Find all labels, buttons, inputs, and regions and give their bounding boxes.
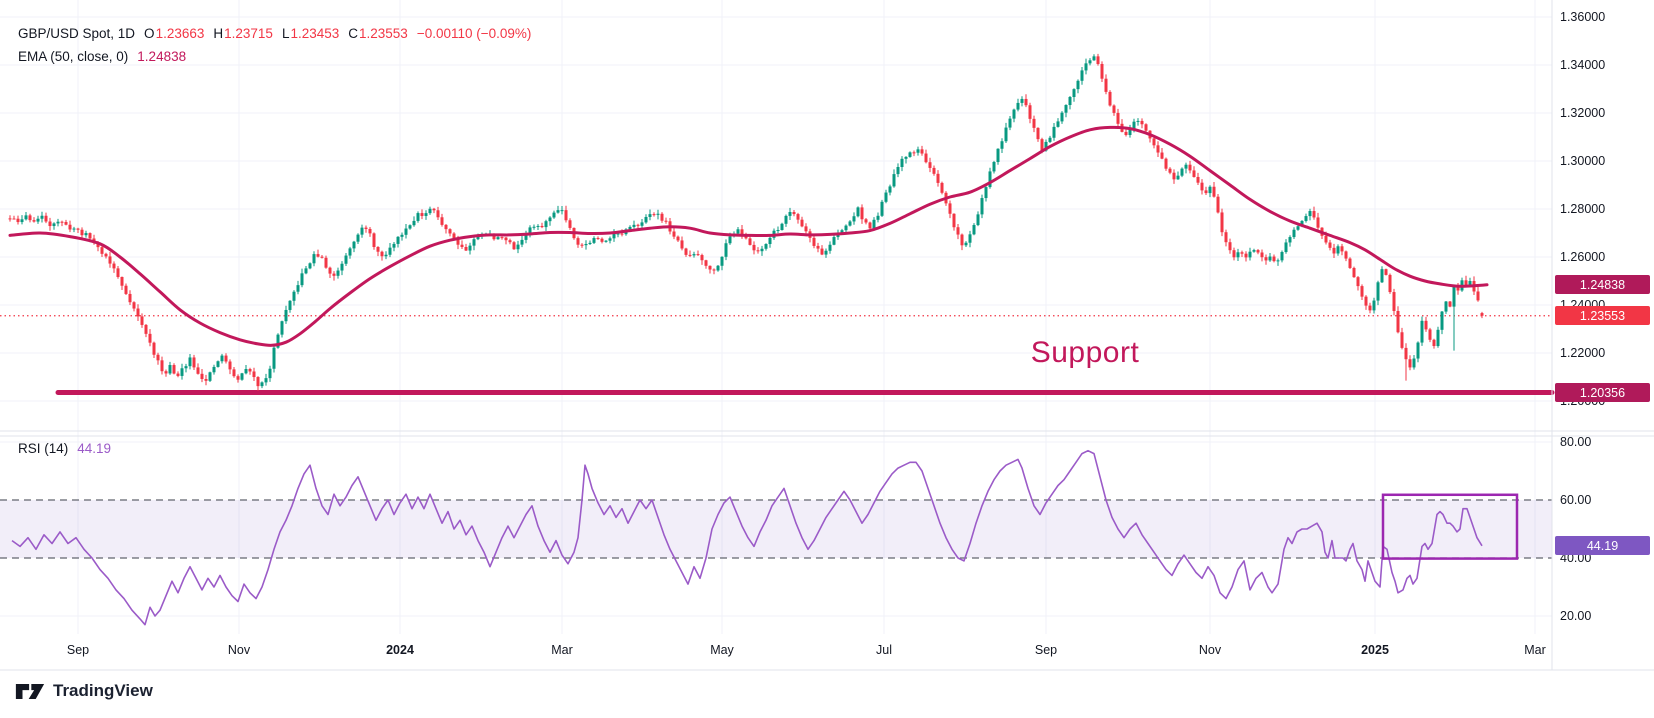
close-value: 1.23553 [359,26,408,41]
legend-ema-row[interactable]: EMA (50, close, 0) 1.24838 [18,45,540,68]
rsi-legend-row[interactable]: RSI (14) 44.19 [18,441,120,456]
time-tick-label: Mar [551,643,573,657]
high-label: H [213,26,224,41]
symbol-title: GBP/USD Spot, 1D [18,26,136,41]
time-tick-label: Sep [66,643,90,657]
time-tick-label: 2024 [386,643,414,657]
low-value: 1.23453 [290,26,340,41]
time-tick-label: Jul [876,643,892,657]
price-tick-label: 1.22000 [1560,346,1606,360]
tradingview-logo-text: TradingView [53,681,153,700]
rsi-tick-label: 20.00 [1560,609,1592,623]
rsi-highlight-box[interactable] [1381,493,1519,560]
time-tick-label: 2025 [1361,643,1389,657]
legend-symbol-row[interactable]: GBP/USD Spot, 1D O 1.23663 H 1.23715 L 1.23… [18,22,540,45]
time-tick-label: Nov [227,643,251,657]
rsi-tick-label: 60.00 [1560,493,1592,507]
ema-indicator-label: EMA (50, close, 0) [18,49,129,64]
price-tick-label: 1.26000 [1560,250,1606,264]
price-tick-label: 1.34000 [1560,58,1606,72]
rsi-value-badge: 44.19 [1555,536,1650,555]
price-tick-label: 1.36000 [1560,10,1606,24]
rsi-band [0,500,1552,558]
open-label: O [144,26,155,41]
ema-price-badge: 1.24838 [1555,275,1650,294]
last-price-badge: 1.23553 [1555,306,1650,325]
price-tick-label: 1.28000 [1560,202,1606,216]
support-annotation-label: Support [1030,336,1140,369]
rsi-line[interactable] [11,449,1483,626]
time-tick-label: May [710,643,734,657]
price-tick-label: 1.32000 [1560,106,1606,120]
time-tick-label: Mar [1524,643,1546,657]
rsi-indicator-label: RSI (14) [18,441,69,456]
tradingview-logo-icon [15,683,45,699]
rsi-indicator-value: 44.19 [77,441,112,456]
high-value: 1.23715 [224,26,273,41]
price-tick-label: 1.30000 [1560,154,1606,168]
rsi-tick-label: 80.00 [1560,435,1592,449]
tradingview-logo[interactable]: TradingView [15,681,153,701]
close-label: C [348,26,359,41]
candlestick-series [8,53,1484,391]
time-tick-label: Sep [1034,643,1058,657]
low-label: L [281,26,290,41]
chart-legend: GBP/USD Spot, 1D O 1.23663 H 1.23715 L 1.23… [18,22,540,68]
ema-indicator-value: 1.24838 [137,49,187,64]
time-tick-label: Nov [1198,643,1222,657]
ema-line[interactable] [8,125,1489,347]
change-value: −0.00110 (−0.09%) [416,26,532,41]
open-value: 1.23663 [155,26,205,41]
support-price-badge: 1.20356 [1555,383,1650,402]
